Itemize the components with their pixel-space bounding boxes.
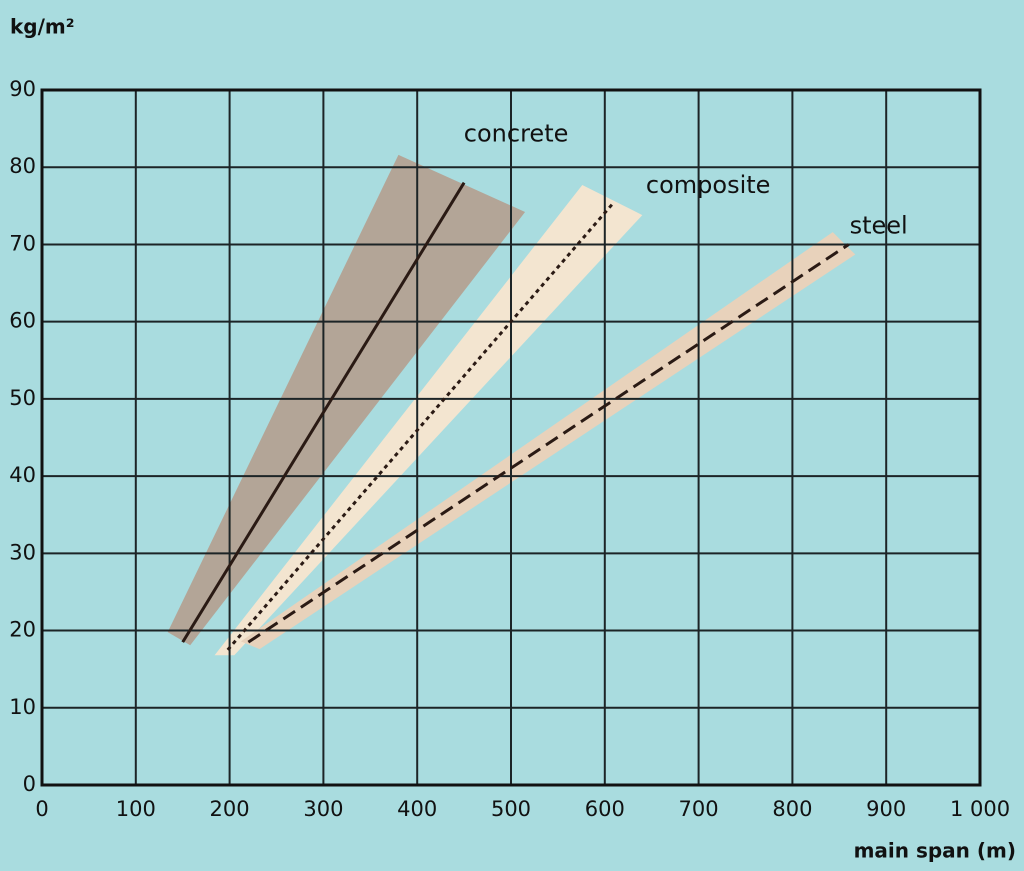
y-tick-label: 90 (9, 77, 36, 101)
series-line (181, 181, 466, 643)
series-line (226, 200, 616, 651)
x-tick-label: 900 (866, 797, 906, 821)
y-tick-label: 30 (9, 540, 36, 564)
x-tick-label: 700 (679, 797, 719, 821)
y-tick-label: 70 (9, 231, 36, 255)
x-tick-label: 800 (772, 797, 812, 821)
x-tick-label: 0 (35, 797, 48, 821)
y-axis-title: kg/m² (10, 15, 75, 39)
x-axis-title: main span (m) (854, 839, 1016, 863)
series-label: composite (646, 171, 771, 199)
y-tick-label: 20 (9, 618, 36, 642)
x-tick-label: 1 000 (950, 797, 1010, 821)
series-label: steel (850, 211, 908, 239)
y-tick-label: 0 (23, 772, 36, 796)
range-band (214, 184, 643, 656)
y-tick-label: 50 (9, 386, 36, 410)
x-tick-label: 400 (397, 797, 437, 821)
y-tick-label: 40 (9, 463, 36, 487)
y-tick-label: 10 (9, 695, 36, 719)
x-tick-label: 600 (585, 797, 625, 821)
y-tick-label: 80 (9, 154, 36, 178)
x-tick-label: 200 (210, 797, 250, 821)
series-label: concrete (464, 120, 569, 148)
series-line (247, 243, 850, 644)
x-tick-label: 300 (303, 797, 343, 821)
y-tick-label: 60 (9, 309, 36, 333)
x-tick-label: 500 (491, 797, 531, 821)
plot-frame (40, 88, 982, 787)
x-tick-label: 100 (116, 797, 156, 821)
